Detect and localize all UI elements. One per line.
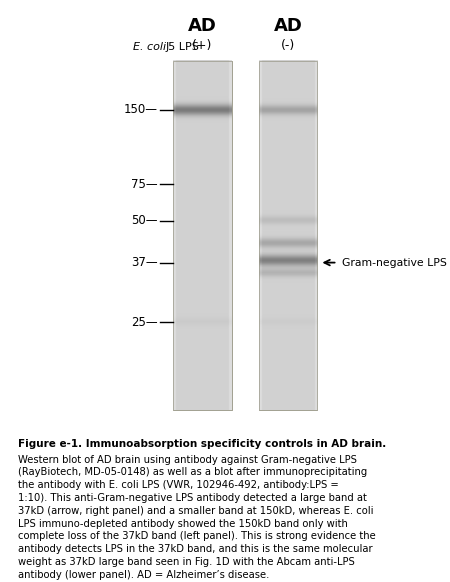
Text: antibody detects LPS in the 37kD band, and this is the same molecular: antibody detects LPS in the 37kD band, a…	[18, 544, 373, 554]
Text: 50—: 50—	[131, 214, 158, 227]
Bar	[259, 61, 317, 410]
Text: 37—: 37—	[131, 256, 158, 269]
Text: 150—: 150—	[124, 104, 158, 116]
Text: antibody (lower panel). AD = Alzheimer’s disease.: antibody (lower panel). AD = Alzheimer’s…	[18, 570, 270, 580]
Text: AD: AD	[274, 17, 302, 35]
Text: LPS immuno-depleted antibody showed the 150kD band only with: LPS immuno-depleted antibody showed the …	[18, 519, 348, 528]
Text: 75—: 75—	[131, 178, 158, 190]
Text: 1:10). This anti-Gram-negative LPS antibody detected a large band at: 1:10). This anti-Gram-negative LPS antib…	[18, 493, 367, 503]
Text: (+): (+)	[192, 40, 213, 52]
Text: (-): (-)	[281, 40, 295, 52]
Text: Western blot of AD brain using antibody against Gram-negative LPS: Western blot of AD brain using antibody …	[18, 455, 357, 464]
Bar	[173, 61, 232, 410]
Text: Figure e-1. Immunoabsorption specificity controls in AD brain.: Figure e-1. Immunoabsorption specificity…	[18, 439, 386, 449]
Text: Gram-negative LPS: Gram-negative LPS	[342, 258, 447, 268]
Text: 25—: 25—	[131, 316, 158, 329]
Text: the antibody with E. coli LPS (VWR, 102946-492, antibody:LPS =: the antibody with E. coli LPS (VWR, 1029…	[18, 480, 339, 490]
Bar	[259, 61, 317, 410]
Text: J5 LPS: J5 LPS	[165, 42, 199, 52]
Text: weight as 37kD large band seen in Fig. 1D with the Abcam anti-LPS: weight as 37kD large band seen in Fig. 1…	[18, 557, 355, 567]
Text: complete loss of the 37kD band (left panel). This is strong evidence the: complete loss of the 37kD band (left pan…	[18, 531, 376, 541]
Text: (RayBiotech, MD-05-0148) as well as a blot after immunoprecipitating: (RayBiotech, MD-05-0148) as well as a bl…	[18, 467, 367, 477]
Text: 37kD (arrow, right panel) and a smaller band at 150kD, whereas E. coli: 37kD (arrow, right panel) and a smaller …	[18, 506, 373, 516]
Bar	[173, 61, 232, 410]
Text: E. coli: E. coli	[133, 42, 166, 52]
Text: AD: AD	[188, 17, 217, 35]
